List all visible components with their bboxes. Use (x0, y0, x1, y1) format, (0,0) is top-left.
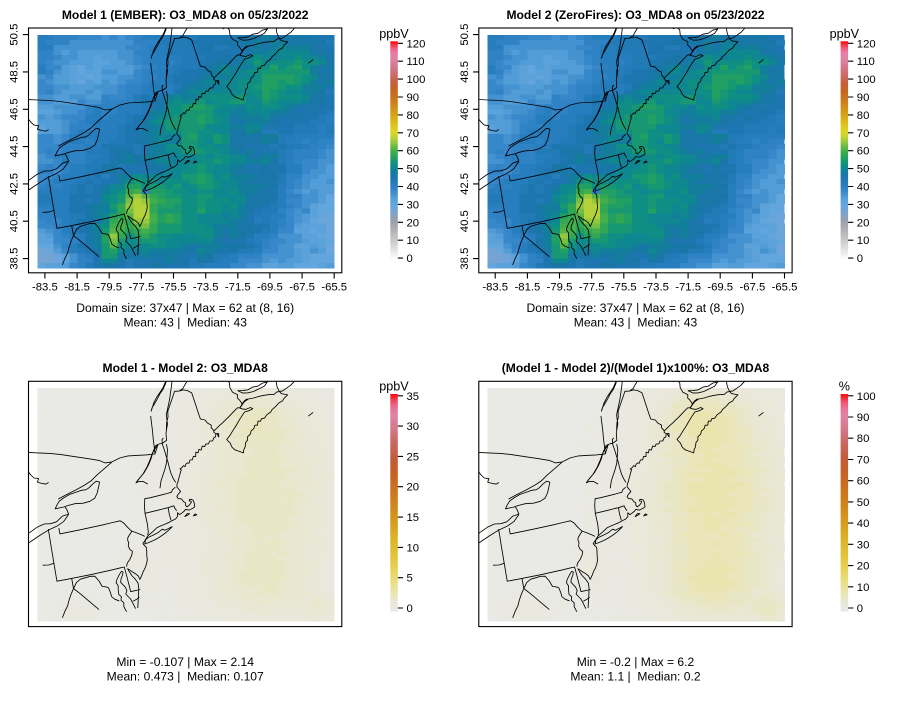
svg-text:90: 90 (407, 92, 420, 104)
svg-text:100: 100 (857, 74, 876, 86)
svg-text:Min = -0.2 | Max = 6.2: Min = -0.2 | Max = 6.2 (577, 655, 695, 669)
svg-text:Model 2 (ZeroFires): O3_MDA8 o: Model 2 (ZeroFires): O3_MDA8 on 05/23/20… (506, 8, 764, 22)
svg-text:Mean: 43 | Median: 43: Mean: 43 | Median: 43 (574, 316, 698, 330)
svg-text:Mean: 0.473 | Median: 0.107: Mean: 0.473 | Median: 0.107 (107, 670, 264, 684)
svg-text:10: 10 (857, 582, 870, 594)
svg-text:30: 30 (407, 421, 420, 433)
svg-text:30: 30 (857, 199, 870, 211)
svg-text:80: 80 (857, 433, 870, 445)
svg-text:60: 60 (407, 146, 420, 158)
svg-text:50: 50 (857, 164, 870, 176)
svg-text:120: 120 (857, 38, 876, 50)
svg-text:70: 70 (857, 455, 870, 467)
svg-text:30: 30 (857, 539, 870, 551)
svg-text:80: 80 (407, 110, 420, 122)
svg-text:40: 40 (857, 518, 870, 530)
svg-text:110: 110 (407, 56, 425, 68)
svg-text:120: 120 (407, 38, 426, 50)
svg-text:20: 20 (407, 482, 420, 494)
svg-text:50: 50 (407, 164, 420, 176)
svg-text:ppbV: ppbV (379, 27, 409, 41)
svg-text:Domain size: 37x47 | Max = 62: Domain size: 37x47 | Max = 62 at (8, 16) (76, 301, 294, 315)
svg-text:%: % (839, 380, 850, 394)
svg-text:10: 10 (857, 235, 870, 247)
svg-text:0: 0 (857, 253, 863, 265)
svg-text:0: 0 (407, 603, 413, 615)
svg-text:70: 70 (407, 128, 420, 140)
svg-text:80: 80 (857, 110, 870, 122)
svg-text:60: 60 (857, 146, 870, 158)
svg-text:40: 40 (407, 182, 420, 194)
svg-text:10: 10 (407, 235, 420, 247)
svg-text:Model 1 - Model 2: O3_MDA8: Model 1 - Model 2: O3_MDA8 (103, 361, 269, 375)
svg-text:15: 15 (407, 512, 420, 524)
svg-text:5: 5 (407, 573, 413, 585)
svg-text:50: 50 (857, 497, 870, 509)
svg-text:0: 0 (407, 253, 413, 265)
svg-text:110: 110 (857, 56, 875, 68)
svg-text:20: 20 (857, 561, 870, 573)
svg-text:0: 0 (857, 603, 863, 615)
svg-text:(Model 1 - Model 2)/(Model 1)x: (Model 1 - Model 2)/(Model 1)x100%: O3_M… (502, 361, 770, 375)
svg-text:35: 35 (407, 391, 420, 403)
svg-text:Min = -0.107 | Max = 2.14: Min = -0.107 | Max = 2.14 (116, 655, 254, 669)
svg-text:Domain size: 37x47 | Max = 62: Domain size: 37x47 | Max = 62 at (8, 16) (527, 301, 745, 315)
svg-text:30: 30 (407, 199, 420, 211)
svg-text:25: 25 (407, 451, 420, 463)
svg-text:20: 20 (407, 217, 420, 229)
svg-text:100: 100 (407, 74, 426, 86)
svg-text:60: 60 (857, 476, 870, 488)
svg-text:100: 100 (857, 391, 876, 403)
svg-text:70: 70 (857, 128, 870, 140)
svg-text:Mean: 43 | Median: 43: Mean: 43 | Median: 43 (123, 316, 247, 330)
svg-text:10: 10 (407, 542, 420, 554)
svg-text:90: 90 (857, 412, 870, 424)
svg-text:20: 20 (857, 217, 870, 229)
svg-text:90: 90 (857, 92, 870, 104)
svg-text:Mean: 1.1 | Median: 0.2: Mean: 1.1 | Median: 0.2 (570, 670, 700, 684)
svg-text:ppbV: ppbV (379, 380, 409, 394)
svg-text:ppbV: ppbV (830, 27, 860, 41)
svg-text:Model 1 (EMBER): O3_MDA8 on 05: Model 1 (EMBER): O3_MDA8 on 05/23/2022 (62, 8, 309, 22)
svg-text:40: 40 (857, 182, 870, 194)
